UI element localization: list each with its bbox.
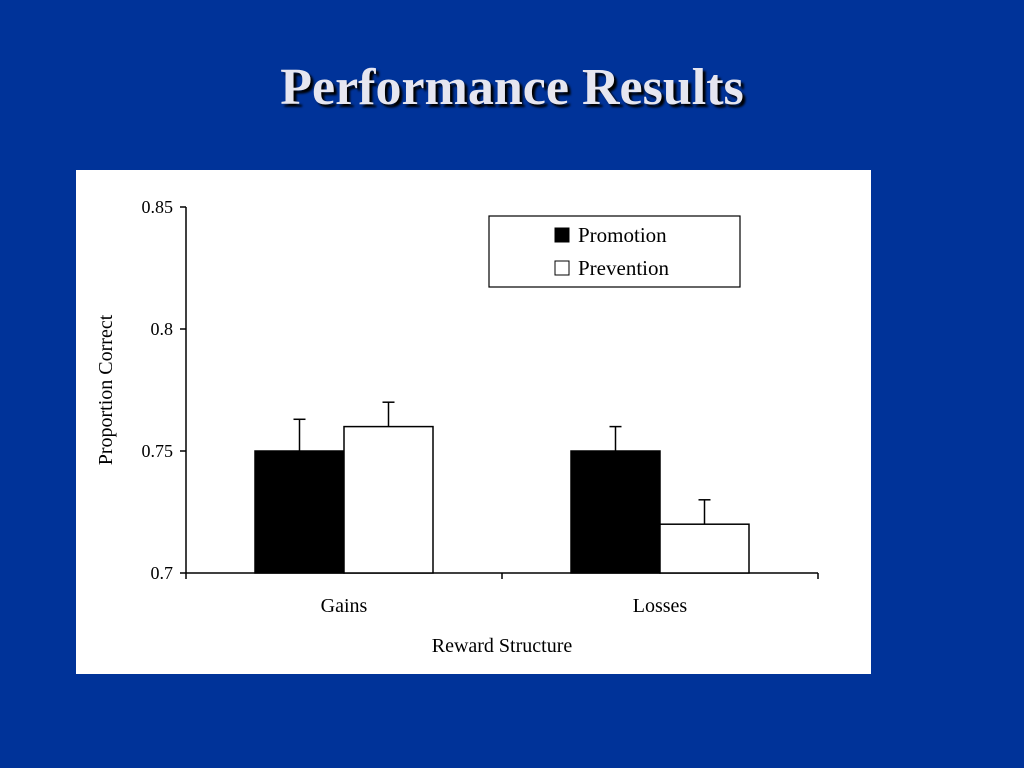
legend: Promotion Prevention (488, 215, 741, 288)
y-tick-label: 0.85 (142, 197, 174, 217)
bar-prevention-gains (343, 425, 434, 574)
y-tick-label: 0.7 (151, 563, 174, 583)
legend-box (488, 215, 741, 288)
chart-panel: 0.7 0.75 0.8 0.85 Gains Losses Reward Struct… (76, 170, 871, 674)
bars (254, 425, 750, 574)
y-ticks: 0.7 0.75 0.8 0.85 (142, 197, 186, 583)
y-axis-label: Proportion Correct (95, 314, 117, 465)
legend-label-promotion: Promotion (578, 223, 667, 247)
legend-swatch-prevention (554, 260, 570, 276)
bar-promotion-losses (570, 450, 661, 574)
y-tick-label: 0.8 (151, 319, 174, 339)
legend-label-prevention: Prevention (578, 256, 669, 280)
bar-prevention-losses (659, 523, 750, 574)
legend-swatch-promotion (554, 227, 570, 243)
slide-title: Performance Results (280, 59, 744, 116)
y-tick-label: 0.75 (142, 441, 174, 461)
x-category-label: Losses (633, 595, 688, 617)
x-ticks: Gains Losses (185, 573, 819, 617)
error-bars (293, 401, 711, 525)
x-axis-label: Reward Structure (432, 635, 573, 657)
bar-promotion-gains (254, 450, 345, 574)
x-category-label: Gains (321, 595, 368, 617)
bar-chart: 0.7 0.75 0.8 0.85 Gains Losses Reward Struct… (95, 197, 819, 657)
